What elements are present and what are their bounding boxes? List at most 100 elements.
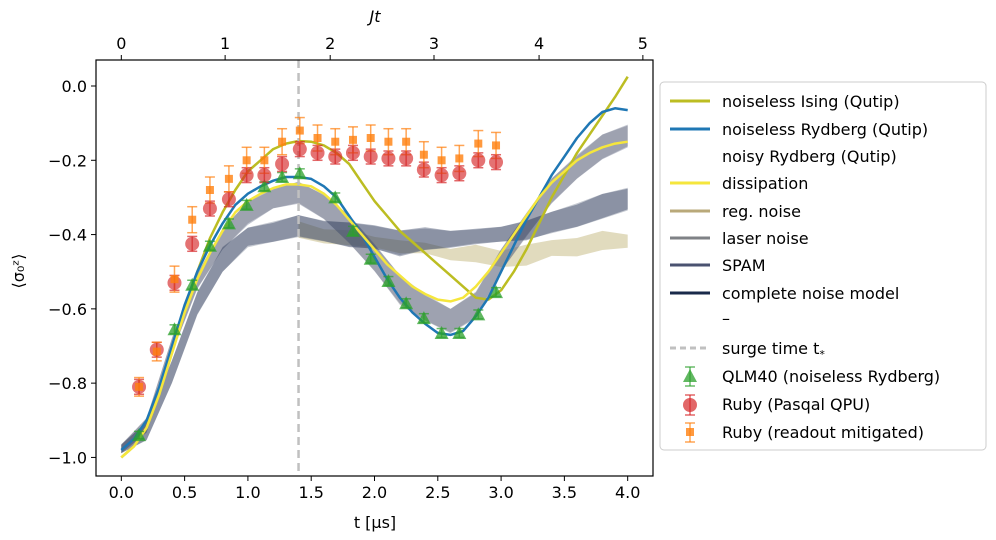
band-spam xyxy=(121,188,628,454)
legend-label-complete: complete noise model xyxy=(722,284,899,303)
qlm40-point xyxy=(221,216,236,230)
ruby-mitigated-point xyxy=(437,156,446,165)
x-tick-label: 2.5 xyxy=(425,483,450,502)
ruby-point xyxy=(363,149,378,164)
legend-label-surge: surge time t* xyxy=(722,339,825,361)
legend-marker-ruby xyxy=(683,394,697,416)
ruby-point xyxy=(399,151,414,166)
ruby-mitigated-point xyxy=(260,156,269,165)
series-line-dissipation xyxy=(120,140,628,459)
x-tick-label: 4.0 xyxy=(615,483,640,502)
ruby-mitigated-point xyxy=(402,137,411,146)
ruby-mitigated-point xyxy=(313,134,322,142)
ruby-point xyxy=(434,168,449,183)
ruby-mitigated-point xyxy=(188,215,197,224)
top-x-tick-label: 4 xyxy=(534,34,544,53)
ruby-mitigated-point xyxy=(366,134,375,142)
ruby-point xyxy=(292,142,307,157)
plot-area: 0.0 0.5 1.0 1.5 2.0 2.5 3.0 3.5 4.0 −1.0 −0.8 −0.6 −… xyxy=(48,34,654,502)
qlm40-point xyxy=(257,179,272,193)
ruby-mitigated-point xyxy=(205,186,214,194)
ruby-mitigated-point xyxy=(384,137,393,146)
ruby-point xyxy=(345,145,360,160)
top-x-tick-label: 3 xyxy=(429,34,439,53)
qlm40-point xyxy=(167,322,182,336)
ruby-point xyxy=(275,157,290,171)
ruby-point xyxy=(221,192,236,207)
x-tick-label: 0.5 xyxy=(172,483,197,502)
legend-label-ruby: Ruby (Pasqal QPU) xyxy=(722,395,870,414)
y-tick-label: −0.6 xyxy=(48,300,87,319)
legend-label-reg-noise: reg. noise xyxy=(722,202,801,221)
qlm40-point xyxy=(471,307,486,321)
legend-label-ruby-mitigated: Ruby (readout mitigated) xyxy=(722,423,924,442)
x-tick-label: 2.0 xyxy=(362,483,387,502)
ruby-mitigated-point xyxy=(455,154,464,163)
y-tick-label: −0.8 xyxy=(48,374,87,393)
legend-label-noisy-header: noisy Rydberg (Qutip) xyxy=(722,147,897,166)
x-tick-label: 3.5 xyxy=(552,483,577,502)
ruby-mitigated-point xyxy=(152,347,161,356)
top-x-tick-label: 0 xyxy=(116,34,126,53)
qlm40-point xyxy=(381,274,396,287)
ruby-point xyxy=(452,166,467,181)
qlm40-point xyxy=(292,166,307,180)
ruby-mitigated-point xyxy=(348,135,357,144)
ruby-point xyxy=(416,162,431,177)
y-tick-label: −0.2 xyxy=(48,151,87,170)
legend-marker-ruby-mitigated xyxy=(685,422,695,443)
ruby-mitigated-point xyxy=(170,275,179,284)
qlm40-point xyxy=(416,311,431,325)
legend-label-surge-sub: * xyxy=(819,348,825,361)
qlm40-point xyxy=(399,296,414,310)
band-complete-noise xyxy=(121,187,628,454)
legend-label-surge-text: surge time t xyxy=(722,339,819,358)
qlm40-point xyxy=(275,170,290,183)
x-tick-label: 1.5 xyxy=(298,483,323,502)
ruby-point xyxy=(381,151,396,166)
qlm40-point xyxy=(434,326,449,339)
y-axis-label: ⟨σ₀ᶻ⟩ xyxy=(9,254,28,289)
ruby-point xyxy=(310,145,325,160)
legend-label-rydberg: noiseless Rydberg (Qutip) xyxy=(722,120,928,139)
ruby-mitigated-point xyxy=(278,137,287,146)
qlm40-point xyxy=(239,197,254,211)
ruby-point xyxy=(185,236,200,251)
legend-label-spam: SPAM xyxy=(722,256,766,275)
ruby-mitigated-point xyxy=(242,156,251,165)
ruby-point xyxy=(202,201,217,216)
legend-frame xyxy=(659,81,987,451)
ruby-mitigated-point xyxy=(295,126,304,135)
series-line-noiseless-rydberg xyxy=(120,107,628,451)
qlm40-point xyxy=(132,428,147,442)
y-tick-label: −0.4 xyxy=(48,226,87,245)
top-x-tick-label: 1 xyxy=(220,34,230,53)
x-tick-label: 1.0 xyxy=(235,483,260,502)
band-reg-noise xyxy=(298,221,628,267)
qlm40-point xyxy=(328,190,343,204)
ruby-mitigated-point xyxy=(419,150,428,159)
legend-label-spacer: – xyxy=(722,309,730,328)
ruby-point xyxy=(471,153,486,168)
ruby-mitigated-point xyxy=(492,141,501,150)
ruby-point xyxy=(239,168,254,183)
y-tick-label: 0.0 xyxy=(62,77,87,96)
legend-label-ising: noiseless Ising (Qutip) xyxy=(722,92,900,111)
y-tick-label: −1.0 xyxy=(48,448,87,467)
ruby-mitigated-point xyxy=(135,382,144,391)
ruby-mitigated-point xyxy=(331,137,340,146)
x-tick-label: 0.0 xyxy=(109,483,134,502)
qlm40-point xyxy=(345,223,360,237)
ruby-point xyxy=(257,168,272,183)
qlm40-point xyxy=(185,277,200,291)
ruby-point xyxy=(328,149,343,164)
ruby-mitigated-point xyxy=(224,174,233,183)
top-axis-label: Jt xyxy=(367,7,382,26)
ruby-mitigated-point xyxy=(474,139,483,148)
legend-marker-qlm40 xyxy=(683,366,697,387)
legend: noiseless Ising (Qutip) noiseless Rydber… xyxy=(659,81,987,451)
legend-label-dissipation: dissipation xyxy=(722,174,808,193)
x-axis-label: t [μs] xyxy=(354,513,396,532)
qlm40-point xyxy=(363,251,378,265)
